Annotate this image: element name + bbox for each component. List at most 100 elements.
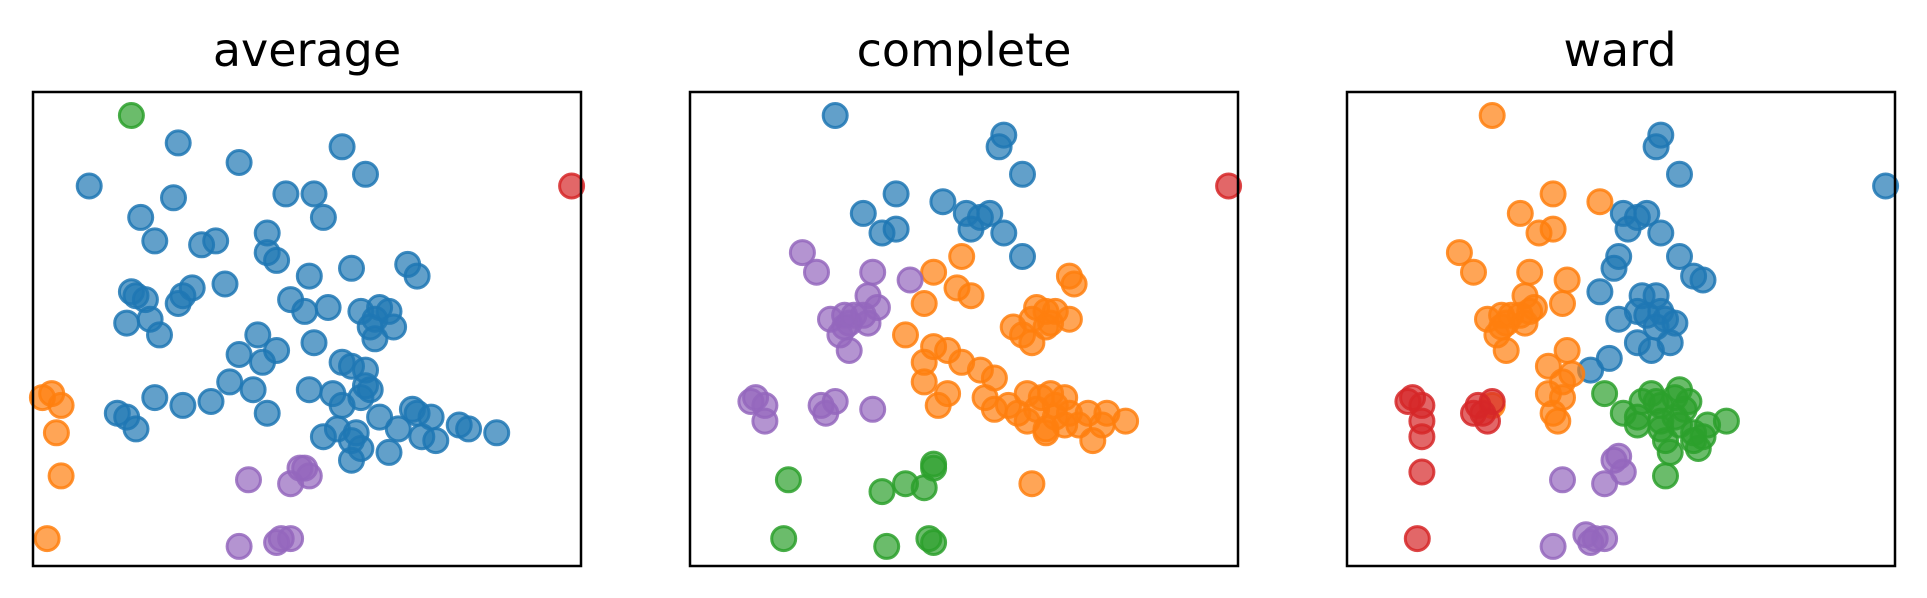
- scatter-point-average-cluster0-35: [380, 313, 408, 341]
- scatter-point-ward-cluster2-24: [1666, 376, 1693, 404]
- scatter-point-average-cluster0-79: [338, 446, 365, 474]
- scatter-point-ward-cluster2-0: [1591, 380, 1619, 408]
- scatter-point-average-cluster0-29: [314, 294, 342, 321]
- scatter-point-complete-cluster4-0: [788, 239, 816, 267]
- scatter-point-ward-cluster4-9: [1572, 521, 1600, 549]
- scatter-point-ward-cluster3-11: [1474, 407, 1501, 435]
- scatter-point-ward-cluster0-7: [1614, 215, 1642, 243]
- scatter-point-complete-cluster0-13: [990, 219, 1018, 247]
- scatter-point-ward-cluster2-21: [1689, 423, 1717, 451]
- panel-ward: ward: [1345, 23, 1900, 568]
- plot-frame-average: [31, 90, 583, 568]
- scatter-points-ward: [1394, 102, 1900, 560]
- scatter-point-average-cluster0-8: [272, 180, 300, 208]
- scatter-point-average-cluster4-4: [295, 462, 323, 490]
- scatter-point-average-cluster0-5: [328, 133, 356, 161]
- scatter-point-average-cluster0-40: [300, 329, 328, 357]
- scatter-point-ward-cluster1-9: [1553, 266, 1581, 294]
- scatter-point-ward-cluster4-4: [1609, 458, 1637, 486]
- scatter-point-average-cluster4-2: [235, 466, 262, 494]
- panel-title-average: average: [213, 23, 401, 77]
- scatter-point-complete-cluster4-2: [859, 258, 887, 286]
- scatter-point-complete-cluster2-0: [774, 466, 802, 494]
- panel-title-ward: ward: [1563, 23, 1676, 77]
- scatter-point-average-cluster1-4: [47, 462, 75, 490]
- scatter-point-ward-cluster1-21: [1549, 290, 1576, 317]
- scatter-point-ward-cluster3-8: [1408, 423, 1436, 451]
- scatter-point-complete-cluster2-5: [868, 478, 896, 506]
- panel-title-complete: complete: [857, 23, 1072, 77]
- scatter-point-average-cluster0-68: [366, 403, 394, 431]
- scatter-point-ward-cluster0-13: [1689, 266, 1717, 294]
- scatter-point-complete-cluster4-1: [803, 258, 830, 286]
- scatter-point-average-cluster2-0: [117, 102, 145, 129]
- scatter-point-average-cluster0-28: [291, 297, 319, 325]
- scatter-point-average-cluster0-44: [263, 337, 291, 364]
- scatter-point-complete-cluster0-6: [849, 199, 877, 227]
- scatter-point-average-cluster0-41: [361, 325, 389, 353]
- scatter-point-ward-cluster0-3: [1647, 121, 1675, 149]
- scatter-point-ward-cluster0-26: [1656, 329, 1684, 357]
- scatter-point-complete-cluster1-16: [1032, 313, 1060, 341]
- scatter-point-complete-cluster0-8: [882, 215, 910, 243]
- scatter-point-complete-cluster1-43: [924, 391, 952, 419]
- scatter-point-average-cluster0-49: [239, 376, 267, 404]
- scatter-point-complete-cluster4-21: [859, 395, 887, 423]
- scatter-point-average-cluster0-56: [253, 399, 281, 427]
- scatter-point-average-cluster1-5: [33, 525, 61, 553]
- scatter-point-complete-cluster2-4: [892, 470, 919, 498]
- scatter-point-ward-cluster1-8: [1516, 258, 1544, 286]
- scatter-point-average-cluster0-70: [103, 399, 131, 427]
- scatter-point-complete-cluster1-17: [892, 321, 919, 349]
- scatter-point-complete-cluster1-2: [1060, 270, 1088, 298]
- scatter-point-complete-cluster1-42: [980, 395, 1008, 423]
- scatter-point-ward-cluster3-9: [1408, 458, 1436, 486]
- scatter-points-average: [28, 102, 586, 560]
- scatter-point-average-cluster0-7: [300, 180, 328, 208]
- scatter-point-average-cluster0-50: [295, 376, 323, 404]
- scatter-point-ward-cluster0-6: [1633, 199, 1661, 227]
- scatter-point-ward-cluster1-3: [1506, 199, 1534, 227]
- scatter-point-ward-cluster1-5: [1539, 215, 1567, 243]
- scatter-point-complete-cluster4-3: [896, 266, 924, 294]
- scatter-point-complete-cluster0-14: [1009, 243, 1036, 270]
- scatter-point-ward-cluster0-10: [1600, 254, 1628, 282]
- scatter-point-complete-cluster2-9: [873, 532, 901, 560]
- scatter-point-complete-cluster4-14: [835, 337, 863, 364]
- scatter-point-average-cluster0-2: [75, 172, 103, 200]
- scatter-point-average-cluster0-15: [263, 246, 291, 274]
- scatter-point-ward-cluster0-8: [1647, 219, 1675, 247]
- scatter-point-average-cluster0-1: [225, 149, 253, 176]
- scatter-point-complete-cluster1-6: [910, 290, 938, 317]
- scatter-point-average-cluster0-42: [225, 341, 253, 368]
- scatter-point-complete-cluster1-38: [1112, 407, 1140, 435]
- scatter-point-ward-cluster2-12: [1712, 407, 1740, 435]
- plot-frame-complete: [688, 90, 1240, 568]
- scatter-point-average-cluster0-48: [216, 368, 244, 396]
- panel-average: average: [28, 23, 586, 568]
- scatter-point-complete-cluster1-3: [920, 258, 948, 286]
- scatter-point-ward-cluster0-11: [1666, 243, 1693, 270]
- scatter-point-complete-cluster1-48: [1079, 427, 1107, 455]
- scatter-point-complete-cluster1-23: [910, 368, 938, 396]
- scatter-point-average-cluster0-54: [169, 391, 197, 419]
- scatter-point-complete-cluster2-8: [915, 525, 943, 553]
- scatter-point-average-cluster4-5: [225, 532, 253, 560]
- scatter-point-average-cluster0-6: [352, 160, 379, 188]
- scatter-point-ward-cluster2-20: [1656, 438, 1684, 466]
- scatter-point-ward-cluster1-31: [1516, 297, 1544, 325]
- scatter-point-complete-cluster1-0: [948, 243, 976, 270]
- scatter-point-complete-cluster1-12: [1055, 305, 1083, 333]
- scatter-point-average-cluster0-58: [328, 391, 356, 419]
- scatter-point-average-cluster0-64: [455, 415, 483, 443]
- scatter-point-ward-cluster0-2: [1666, 160, 1693, 188]
- scatter-point-ward-cluster1-30: [1544, 407, 1572, 435]
- scatter-point-complete-cluster0-12: [957, 215, 985, 243]
- panel-complete: complete: [688, 23, 1243, 568]
- scatter-point-average-cluster0-4: [127, 203, 155, 231]
- scatter-point-average-cluster0-76: [309, 423, 337, 451]
- scatter-point-average-cluster1-2: [47, 391, 75, 419]
- scatter-point-ward-cluster1-20: [1492, 337, 1520, 364]
- scatter-point-average-cluster4-8: [277, 525, 305, 553]
- scatter-point-average-cluster0-39: [244, 321, 272, 349]
